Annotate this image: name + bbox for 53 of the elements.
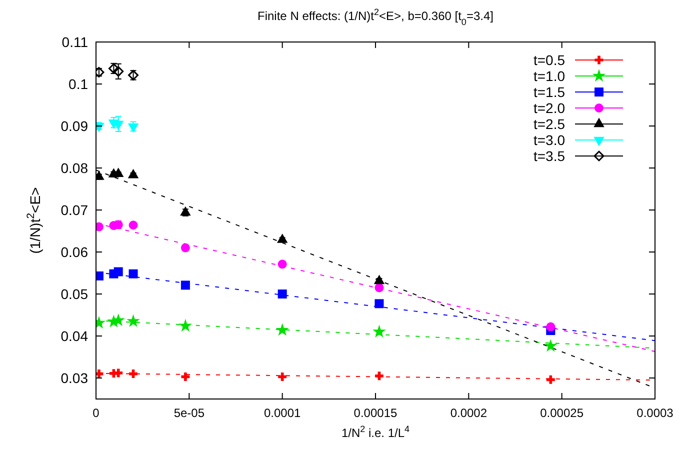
y-tick-label: 0.1: [68, 76, 88, 92]
point: [113, 66, 124, 77]
point: [114, 368, 123, 378]
point: [374, 283, 384, 292]
legend-label: t=2.5: [533, 116, 566, 132]
x-tick-label: 5e-05: [174, 406, 205, 420]
point: [180, 280, 190, 290]
legend-label: t=3.5: [533, 148, 566, 164]
point: [374, 274, 385, 284]
chart-title: Finite N effects: (1/N)t$^{2}$<E>, b=0.360 [t$_{0}$=3.4]: [258, 7, 494, 27]
point: [96, 370, 104, 378]
point: [372, 324, 386, 338]
point: [180, 206, 191, 216]
point: [278, 260, 287, 269]
y-tick-label: 0.03: [60, 370, 88, 386]
x-tick-label: 0.0002: [450, 406, 488, 420]
point: [128, 168, 139, 178]
x-tick-label: 0.00025: [540, 406, 584, 420]
point: [180, 243, 190, 252]
point: [126, 314, 140, 327]
point: [128, 269, 138, 278]
point: [278, 372, 287, 381]
y-tick-label: 0.07: [60, 202, 88, 218]
point: [276, 234, 288, 243]
point: [278, 290, 287, 298]
y-tick-label: 0.04: [60, 328, 88, 344]
point: [128, 220, 138, 230]
point: [276, 323, 289, 336]
legend-label: t=0.5: [533, 52, 566, 68]
y-tick-label: 0.11: [62, 34, 88, 50]
y-tick-label: 0.06: [60, 244, 88, 260]
y-tick-label: 0.05: [60, 286, 88, 302]
legend-label: t=1.0: [533, 68, 566, 84]
point: [178, 318, 192, 332]
point: [181, 372, 190, 381]
legend-label: t=3.0: [533, 132, 566, 148]
y-tick-label: 0.09: [60, 118, 88, 134]
point: [129, 370, 138, 378]
legend-label: t=1.5: [533, 84, 566, 100]
x-tick-label: 0.0003: [636, 406, 674, 420]
point: [546, 375, 555, 384]
x-axis-title: 1/N$^{2}$ i.e. 1/L$^{4}$: [341, 424, 410, 440]
point: [544, 339, 558, 352]
x-tick-label: 0: [92, 406, 100, 420]
point: [112, 313, 126, 326]
x-tick-label: 0.00015: [354, 406, 398, 420]
x-tick-label: 0.0001: [264, 406, 302, 420]
legend-label: t=2.0: [533, 100, 566, 116]
point: [114, 267, 123, 276]
point: [374, 372, 384, 380]
point: [374, 299, 384, 308]
y-tick-label: 0.08: [60, 160, 88, 176]
point: [546, 322, 556, 332]
